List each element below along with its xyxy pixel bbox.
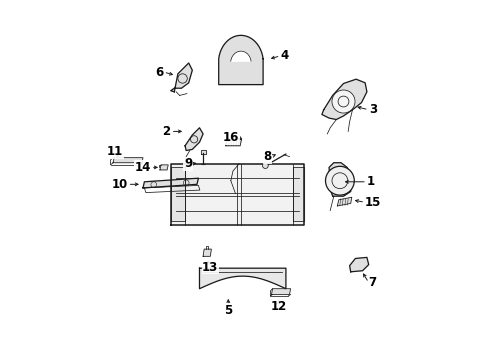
Text: 11: 11 [106, 145, 123, 158]
Polygon shape [225, 139, 241, 146]
Text: 15: 15 [365, 196, 381, 209]
Text: 3: 3 [368, 103, 376, 116]
Text: 5: 5 [224, 304, 232, 317]
Polygon shape [200, 150, 205, 154]
Text: 8: 8 [263, 150, 271, 163]
Polygon shape [230, 51, 250, 61]
Polygon shape [321, 79, 366, 120]
Text: 10: 10 [111, 178, 127, 191]
Polygon shape [199, 268, 285, 289]
Circle shape [262, 163, 268, 168]
Polygon shape [113, 158, 142, 163]
Text: 4: 4 [280, 49, 288, 62]
Polygon shape [292, 167, 303, 221]
Polygon shape [271, 289, 290, 294]
Polygon shape [142, 178, 198, 188]
Text: 13: 13 [202, 261, 218, 274]
Polygon shape [160, 165, 168, 170]
Text: 2: 2 [162, 125, 170, 138]
Text: 7: 7 [368, 276, 376, 289]
Text: 14: 14 [134, 161, 151, 174]
Polygon shape [328, 163, 350, 196]
Polygon shape [170, 164, 303, 225]
Polygon shape [337, 197, 351, 206]
Polygon shape [170, 63, 192, 92]
Text: 1: 1 [366, 175, 374, 188]
Text: 16: 16 [222, 131, 239, 144]
Text: 6: 6 [155, 66, 163, 78]
Polygon shape [349, 257, 368, 272]
Polygon shape [203, 249, 211, 256]
Polygon shape [218, 35, 263, 85]
Polygon shape [185, 128, 203, 150]
Text: 9: 9 [183, 157, 192, 170]
Circle shape [331, 90, 354, 113]
Text: 12: 12 [270, 300, 286, 313]
Polygon shape [170, 167, 185, 221]
Circle shape [325, 166, 354, 195]
